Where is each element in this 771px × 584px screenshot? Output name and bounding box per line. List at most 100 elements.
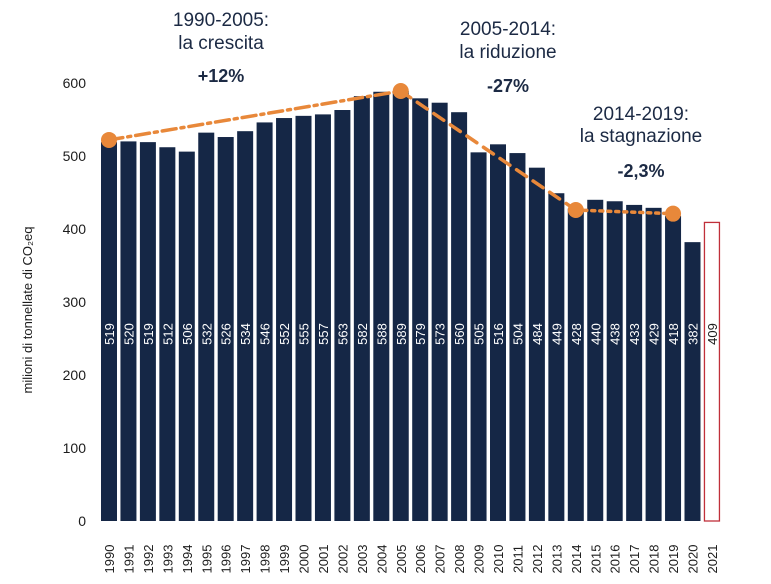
bar-2000 bbox=[295, 115, 312, 521]
bar-2006 bbox=[412, 98, 429, 521]
x-tick-label: 1999 bbox=[277, 545, 292, 574]
bar-2002 bbox=[334, 110, 351, 521]
y-tick-label: 300 bbox=[63, 294, 87, 310]
trend-segment bbox=[399, 89, 578, 212]
bar-2004 bbox=[373, 91, 390, 521]
annotation-stagnation-pct: -2,3% bbox=[617, 161, 664, 181]
bar-1993 bbox=[159, 147, 176, 522]
x-tick-label: 2007 bbox=[433, 545, 448, 574]
bar-value-label: 418 bbox=[666, 323, 681, 345]
y-tick-label: 0 bbox=[78, 513, 86, 529]
x-tick-label: 2015 bbox=[588, 545, 603, 574]
bar-1990 bbox=[101, 142, 117, 521]
x-tick-label: 2009 bbox=[472, 545, 487, 574]
bar-value-label: 588 bbox=[374, 323, 389, 345]
bar-1992 bbox=[139, 142, 156, 521]
trend-point bbox=[665, 205, 682, 222]
annotation-stagnation: 2014-2019: la stagnazione -2,3% bbox=[580, 104, 703, 181]
bar-1991 bbox=[120, 141, 137, 521]
bar-value-label: 546 bbox=[258, 323, 273, 345]
bar-value-labels: 519 520 519 512 506 532 526 534 546 552 555 557 563 5… bbox=[102, 323, 720, 345]
bar-value-label: 526 bbox=[219, 323, 234, 345]
bar-value-label: 579 bbox=[413, 323, 428, 345]
y-tick-label: 500 bbox=[63, 148, 87, 164]
y-tick-label: 400 bbox=[63, 221, 87, 237]
bar-2021 bbox=[703, 221, 721, 522]
annotation-stagnation-line1: 2014-2019: bbox=[593, 104, 689, 125]
bar-2014 bbox=[567, 208, 584, 521]
x-tick-label: 1996 bbox=[219, 545, 234, 574]
x-tick-label: 2011 bbox=[510, 545, 525, 573]
bar-1998 bbox=[256, 122, 273, 522]
bar-1996 bbox=[217, 137, 234, 521]
bar-value-label: 504 bbox=[510, 323, 525, 345]
x-tick-label: 1990 bbox=[102, 545, 117, 574]
y-axis-label: milioni di tonnellate di CO₂eq bbox=[20, 227, 35, 394]
x-tick-label: 2006 bbox=[413, 545, 428, 574]
x-tick-label: 2001 bbox=[316, 545, 331, 574]
bar-value-label: 512 bbox=[160, 323, 175, 345]
bar-value-label: 519 bbox=[141, 323, 156, 345]
bar-value-label: 484 bbox=[530, 323, 545, 345]
bar-2011 bbox=[509, 153, 526, 521]
bar-value-label: 433 bbox=[627, 323, 642, 345]
bar-2007 bbox=[431, 102, 448, 522]
x-tick-label: 2000 bbox=[297, 545, 312, 574]
annotation-growth-pct: +12% bbox=[198, 66, 245, 86]
bar-2020 bbox=[684, 242, 701, 521]
x-tick-label: 2014 bbox=[569, 545, 584, 574]
x-tick-label: 2020 bbox=[686, 545, 701, 574]
bar-2012 bbox=[528, 167, 545, 521]
annotation-stagnation-line2: la stagnazione bbox=[580, 126, 703, 147]
bar-value-label: 429 bbox=[647, 323, 662, 345]
trend-point bbox=[392, 83, 409, 100]
x-tick-label: 1994 bbox=[180, 545, 195, 574]
y-tick-label: 600 bbox=[63, 75, 87, 91]
x-tick-label: 2004 bbox=[374, 545, 389, 574]
bar-value-label: 534 bbox=[238, 323, 253, 345]
bar-2001 bbox=[314, 114, 331, 521]
bar-1995 bbox=[198, 132, 215, 521]
bar-2015 bbox=[587, 199, 604, 522]
bar-2010 bbox=[490, 144, 506, 521]
bar-value-label: 555 bbox=[297, 323, 312, 345]
bar-value-label: 449 bbox=[549, 323, 564, 345]
bar-value-label: 438 bbox=[608, 323, 623, 345]
bar-value-label: 560 bbox=[452, 323, 467, 345]
bar-value-label: 409 bbox=[705, 323, 720, 345]
x-axis-ticks: 1990 1991 1992 1993 1994 1995 1996 1997 1998 1999… bbox=[102, 545, 720, 574]
annotation-growth-line1: 1990-2005: bbox=[173, 10, 269, 31]
x-tick-label: 2019 bbox=[666, 545, 681, 574]
x-tick-label: 2003 bbox=[355, 545, 370, 574]
x-tick-label: 2013 bbox=[549, 545, 564, 574]
bar-value-label: 428 bbox=[569, 323, 584, 345]
bar-value-label: 557 bbox=[316, 323, 331, 345]
y-tick-label: 200 bbox=[63, 367, 87, 383]
y-tick-label: 100 bbox=[63, 440, 87, 456]
trend-segment bbox=[574, 208, 675, 216]
bar-1999 bbox=[276, 118, 293, 521]
bar-value-label: 516 bbox=[491, 323, 506, 345]
bar-value-label: 552 bbox=[277, 323, 292, 345]
x-tick-label: 1998 bbox=[258, 545, 273, 574]
bar-2008 bbox=[451, 112, 468, 521]
x-tick-label: 2008 bbox=[452, 545, 467, 574]
bar-value-label: 382 bbox=[686, 323, 701, 345]
bar-value-label: 582 bbox=[355, 323, 370, 345]
bar-2009 bbox=[470, 152, 487, 521]
bar-2016 bbox=[606, 201, 623, 521]
bar-value-label: 506 bbox=[180, 323, 195, 345]
x-tick-label: 2021 bbox=[705, 545, 720, 574]
x-tick-label: 2010 bbox=[491, 545, 506, 574]
bar-1994 bbox=[178, 151, 195, 521]
x-tick-label: 1995 bbox=[199, 545, 214, 574]
annotation-growth: 1990-2005: la crescita +12% bbox=[173, 10, 269, 86]
x-tick-label: 2016 bbox=[608, 545, 623, 574]
annotation-growth-line2: la crescita bbox=[178, 33, 264, 54]
bar-value-label: 519 bbox=[102, 323, 117, 345]
bar-value-label: 505 bbox=[472, 323, 487, 345]
y-axis: 0 100 200 300 400 500 600 bbox=[63, 75, 87, 529]
x-tick-label: 1993 bbox=[160, 545, 175, 574]
